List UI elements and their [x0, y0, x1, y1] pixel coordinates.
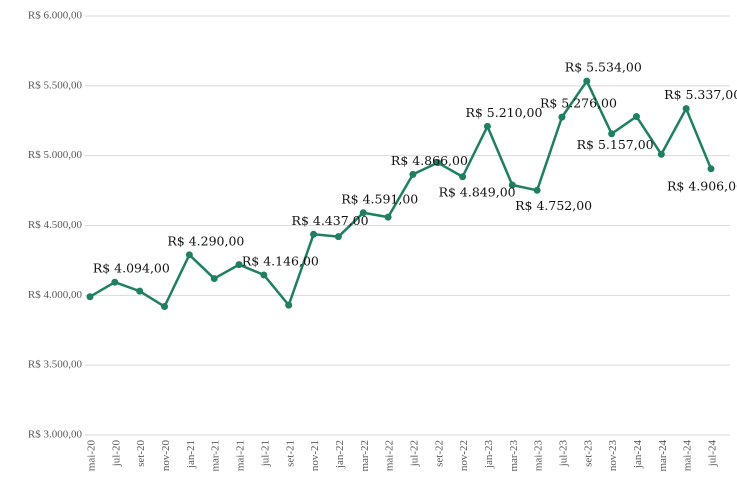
x-tick-label: jul-24 [707, 440, 719, 468]
data-label: R$ 4.437,00 [292, 213, 369, 228]
data-label: R$ 5.210,00 [465, 105, 542, 120]
data-label: R$ 4.849,00 [439, 184, 516, 199]
data-label: R$ 5.534,00 [565, 60, 642, 75]
data-label: R$ 4.146,00 [242, 253, 319, 268]
x-tick-label: mai-24 [682, 440, 694, 472]
y-tick-label: R$ 3.500,00 [28, 359, 83, 371]
point [185, 251, 193, 259]
x-tick-label: mar-24 [657, 440, 669, 472]
point [508, 181, 516, 189]
x-tick-label: mai-22 [384, 440, 396, 471]
y-tick-label: R$ 5.000,00 [28, 149, 83, 161]
y-tick-label: R$ 4.000,00 [28, 289, 83, 301]
data-label: R$ 5.276,00 [540, 96, 617, 111]
x-tick-label: jul-22 [408, 440, 420, 467]
point [310, 230, 318, 238]
y-tick-label: R$ 6.000,00 [28, 10, 83, 22]
x-tick-label: nov-22 [458, 440, 470, 471]
point [111, 278, 119, 286]
x-tick-label: nov-23 [607, 440, 619, 472]
point [260, 271, 268, 279]
point [682, 105, 690, 113]
point [632, 113, 640, 121]
data-label: R$ 4.290,00 [167, 233, 244, 248]
point [533, 186, 541, 194]
y-tick-label: R$ 5.500,00 [28, 79, 83, 91]
x-tick-label: mar-21 [210, 440, 222, 472]
data-label: R$ 4.591,00 [341, 191, 418, 206]
point [459, 173, 467, 181]
x-tick-label: nov-21 [309, 440, 321, 471]
x-tick-label: jan-24 [632, 440, 644, 470]
point [136, 287, 144, 295]
point [210, 275, 218, 283]
point [483, 122, 491, 130]
x-tick-label: jul-23 [557, 440, 569, 468]
x-tick-label: mai-23 [533, 440, 545, 472]
data-label: R$ 5.337,00 [664, 87, 737, 102]
point [86, 293, 94, 301]
x-tick-label: nov-20 [160, 440, 172, 472]
x-tick-label: set-23 [582, 440, 594, 467]
point [434, 159, 442, 167]
x-tick-label: jan-22 [334, 440, 346, 469]
data-label: R$ 4.752,00 [515, 198, 592, 213]
x-tick-label: jul-21 [259, 440, 271, 467]
y-tick-label: R$ 4.500,00 [28, 219, 83, 231]
x-tick-label: mai-21 [235, 440, 247, 471]
point [235, 261, 243, 269]
x-tick-label: set-21 [284, 440, 296, 467]
x-tick-label: set-20 [135, 440, 147, 467]
point [707, 165, 715, 173]
x-tick-label: jan-21 [185, 440, 197, 469]
x-tick-label: set-22 [433, 440, 445, 467]
data-label: R$ 5.157,00 [577, 137, 654, 152]
point [359, 209, 367, 217]
point [384, 213, 392, 221]
point [608, 130, 616, 138]
point [285, 301, 293, 309]
data-label: R$ 4.906,00 [667, 178, 737, 193]
y-tick-label: R$ 3.000,00 [28, 429, 83, 441]
point [583, 77, 591, 85]
x-tick-label: jan-23 [483, 440, 495, 470]
x-tick-label: mai-20 [86, 440, 98, 472]
point [409, 170, 417, 178]
data-label: R$ 4.094,00 [93, 261, 170, 276]
point [334, 233, 342, 241]
point [558, 113, 566, 121]
point [161, 303, 169, 311]
data-label: R$ 4.866,00 [391, 153, 468, 168]
line [89, 79, 713, 308]
x-tick-label: jul-20 [110, 440, 122, 468]
point [657, 150, 665, 158]
x-tick-label: mar-22 [359, 440, 371, 472]
x-tick-label: mar-23 [508, 440, 520, 472]
